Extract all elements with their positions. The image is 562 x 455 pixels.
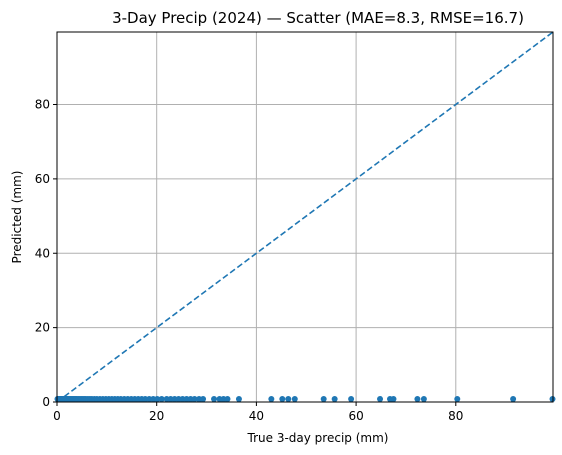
x-tick-label: 80 <box>448 409 463 423</box>
y-tick-label: 20 <box>35 321 50 335</box>
y-tick-label: 40 <box>35 246 50 260</box>
y-tick-label: 0 <box>42 395 50 409</box>
data-point <box>390 396 397 403</box>
data-point <box>348 396 355 403</box>
y-tick-label: 60 <box>35 172 50 186</box>
data-point <box>224 396 231 403</box>
data-points <box>54 396 556 403</box>
data-point <box>377 396 384 403</box>
y-axis-ticks: 0 20 40 60 80 <box>35 98 57 409</box>
y-axis-label: Predicted (mm) <box>10 171 24 264</box>
data-point <box>268 396 275 403</box>
chart-title: 3-Day Precip (2024) — Scatter (MAE=8.3, … <box>112 9 524 27</box>
x-tick-label: 20 <box>149 409 164 423</box>
data-point <box>510 396 517 403</box>
data-point <box>158 396 165 403</box>
y-tick-label: 80 <box>35 98 50 112</box>
data-point <box>235 396 242 403</box>
data-point <box>191 396 198 403</box>
data-point <box>285 396 292 403</box>
data-point <box>291 396 298 403</box>
plot-frame <box>56 31 554 403</box>
x-tick-label: 0 <box>53 409 61 423</box>
data-point <box>200 396 207 403</box>
data-point <box>414 396 421 403</box>
data-point <box>279 396 286 403</box>
data-point <box>211 396 218 403</box>
x-axis-label: True 3-day precip (mm) <box>247 431 389 445</box>
x-tick-label: 40 <box>249 409 264 423</box>
data-point <box>454 396 461 403</box>
x-tick-label: 60 <box>348 409 363 423</box>
data-point <box>420 396 427 403</box>
data-point <box>320 396 327 403</box>
x-axis-ticks: 0 20 40 60 80 <box>53 402 463 423</box>
data-point <box>331 396 338 403</box>
reference-line <box>56 31 554 403</box>
data-point <box>154 396 161 403</box>
